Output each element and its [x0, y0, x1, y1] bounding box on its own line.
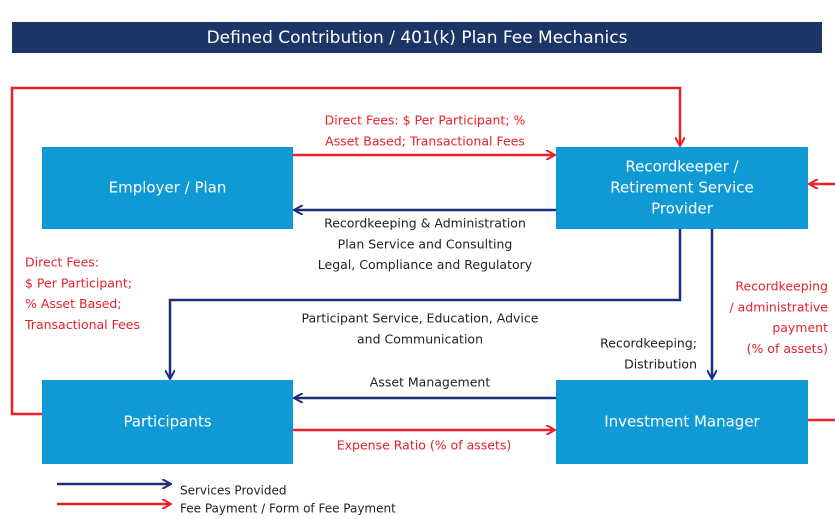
node-box: [556, 147, 808, 229]
node-label: Investment Manager: [604, 413, 760, 431]
edge-label: (% of assets): [747, 341, 828, 356]
edge-label: payment: [772, 320, 828, 335]
arrow: [170, 229, 682, 378]
edge-label: $ Per Participant;: [25, 275, 132, 290]
node-label: Retirement Service: [610, 179, 754, 197]
arrow: [10, 86, 680, 416]
edge-label: Distribution: [624, 356, 697, 371]
edge-label: Direct Fees: $ Per Participant; %: [325, 113, 526, 128]
edge-label: / administrative: [730, 299, 829, 314]
node-box: [42, 147, 293, 229]
title: Defined Contribution / 401(k) Plan Fee M…: [207, 28, 628, 48]
edge-label: Asset Management: [370, 375, 491, 390]
arrows: [10, 86, 835, 504]
edge-label: Recordkeeping: [735, 279, 828, 294]
edge-label: Asset Based; Transactional Fees: [325, 133, 525, 148]
node-label: Recordkeeper /: [625, 158, 739, 176]
edge-label: Recordkeeping & Administration: [324, 216, 526, 231]
edge-label: Participant Service, Education, Advice: [302, 311, 539, 326]
node-label: Participants: [123, 413, 211, 431]
edge-label: Legal, Compliance and Regulatory: [318, 257, 533, 272]
edge-label: Expense Ratio (% of assets): [337, 438, 512, 453]
node-label: Employer / Plan: [109, 179, 227, 197]
edge-label: and Communication: [357, 331, 483, 346]
node-box: [42, 380, 293, 464]
legend-label: Services Provided: [180, 484, 287, 498]
edge-label: Direct Fees:: [25, 255, 99, 270]
title-bar: [12, 22, 822, 53]
edge-label: Recordkeeping;: [600, 336, 697, 351]
legend-label: Fee Payment / Form of Fee Payment: [180, 502, 396, 516]
edge-label: Transactional Fees: [24, 317, 140, 332]
node-box: [556, 380, 808, 464]
edge-label: % Asset Based;: [25, 296, 122, 311]
node-label: Provider: [651, 200, 714, 218]
edge-label: Plan Service and Consulting: [338, 236, 513, 251]
